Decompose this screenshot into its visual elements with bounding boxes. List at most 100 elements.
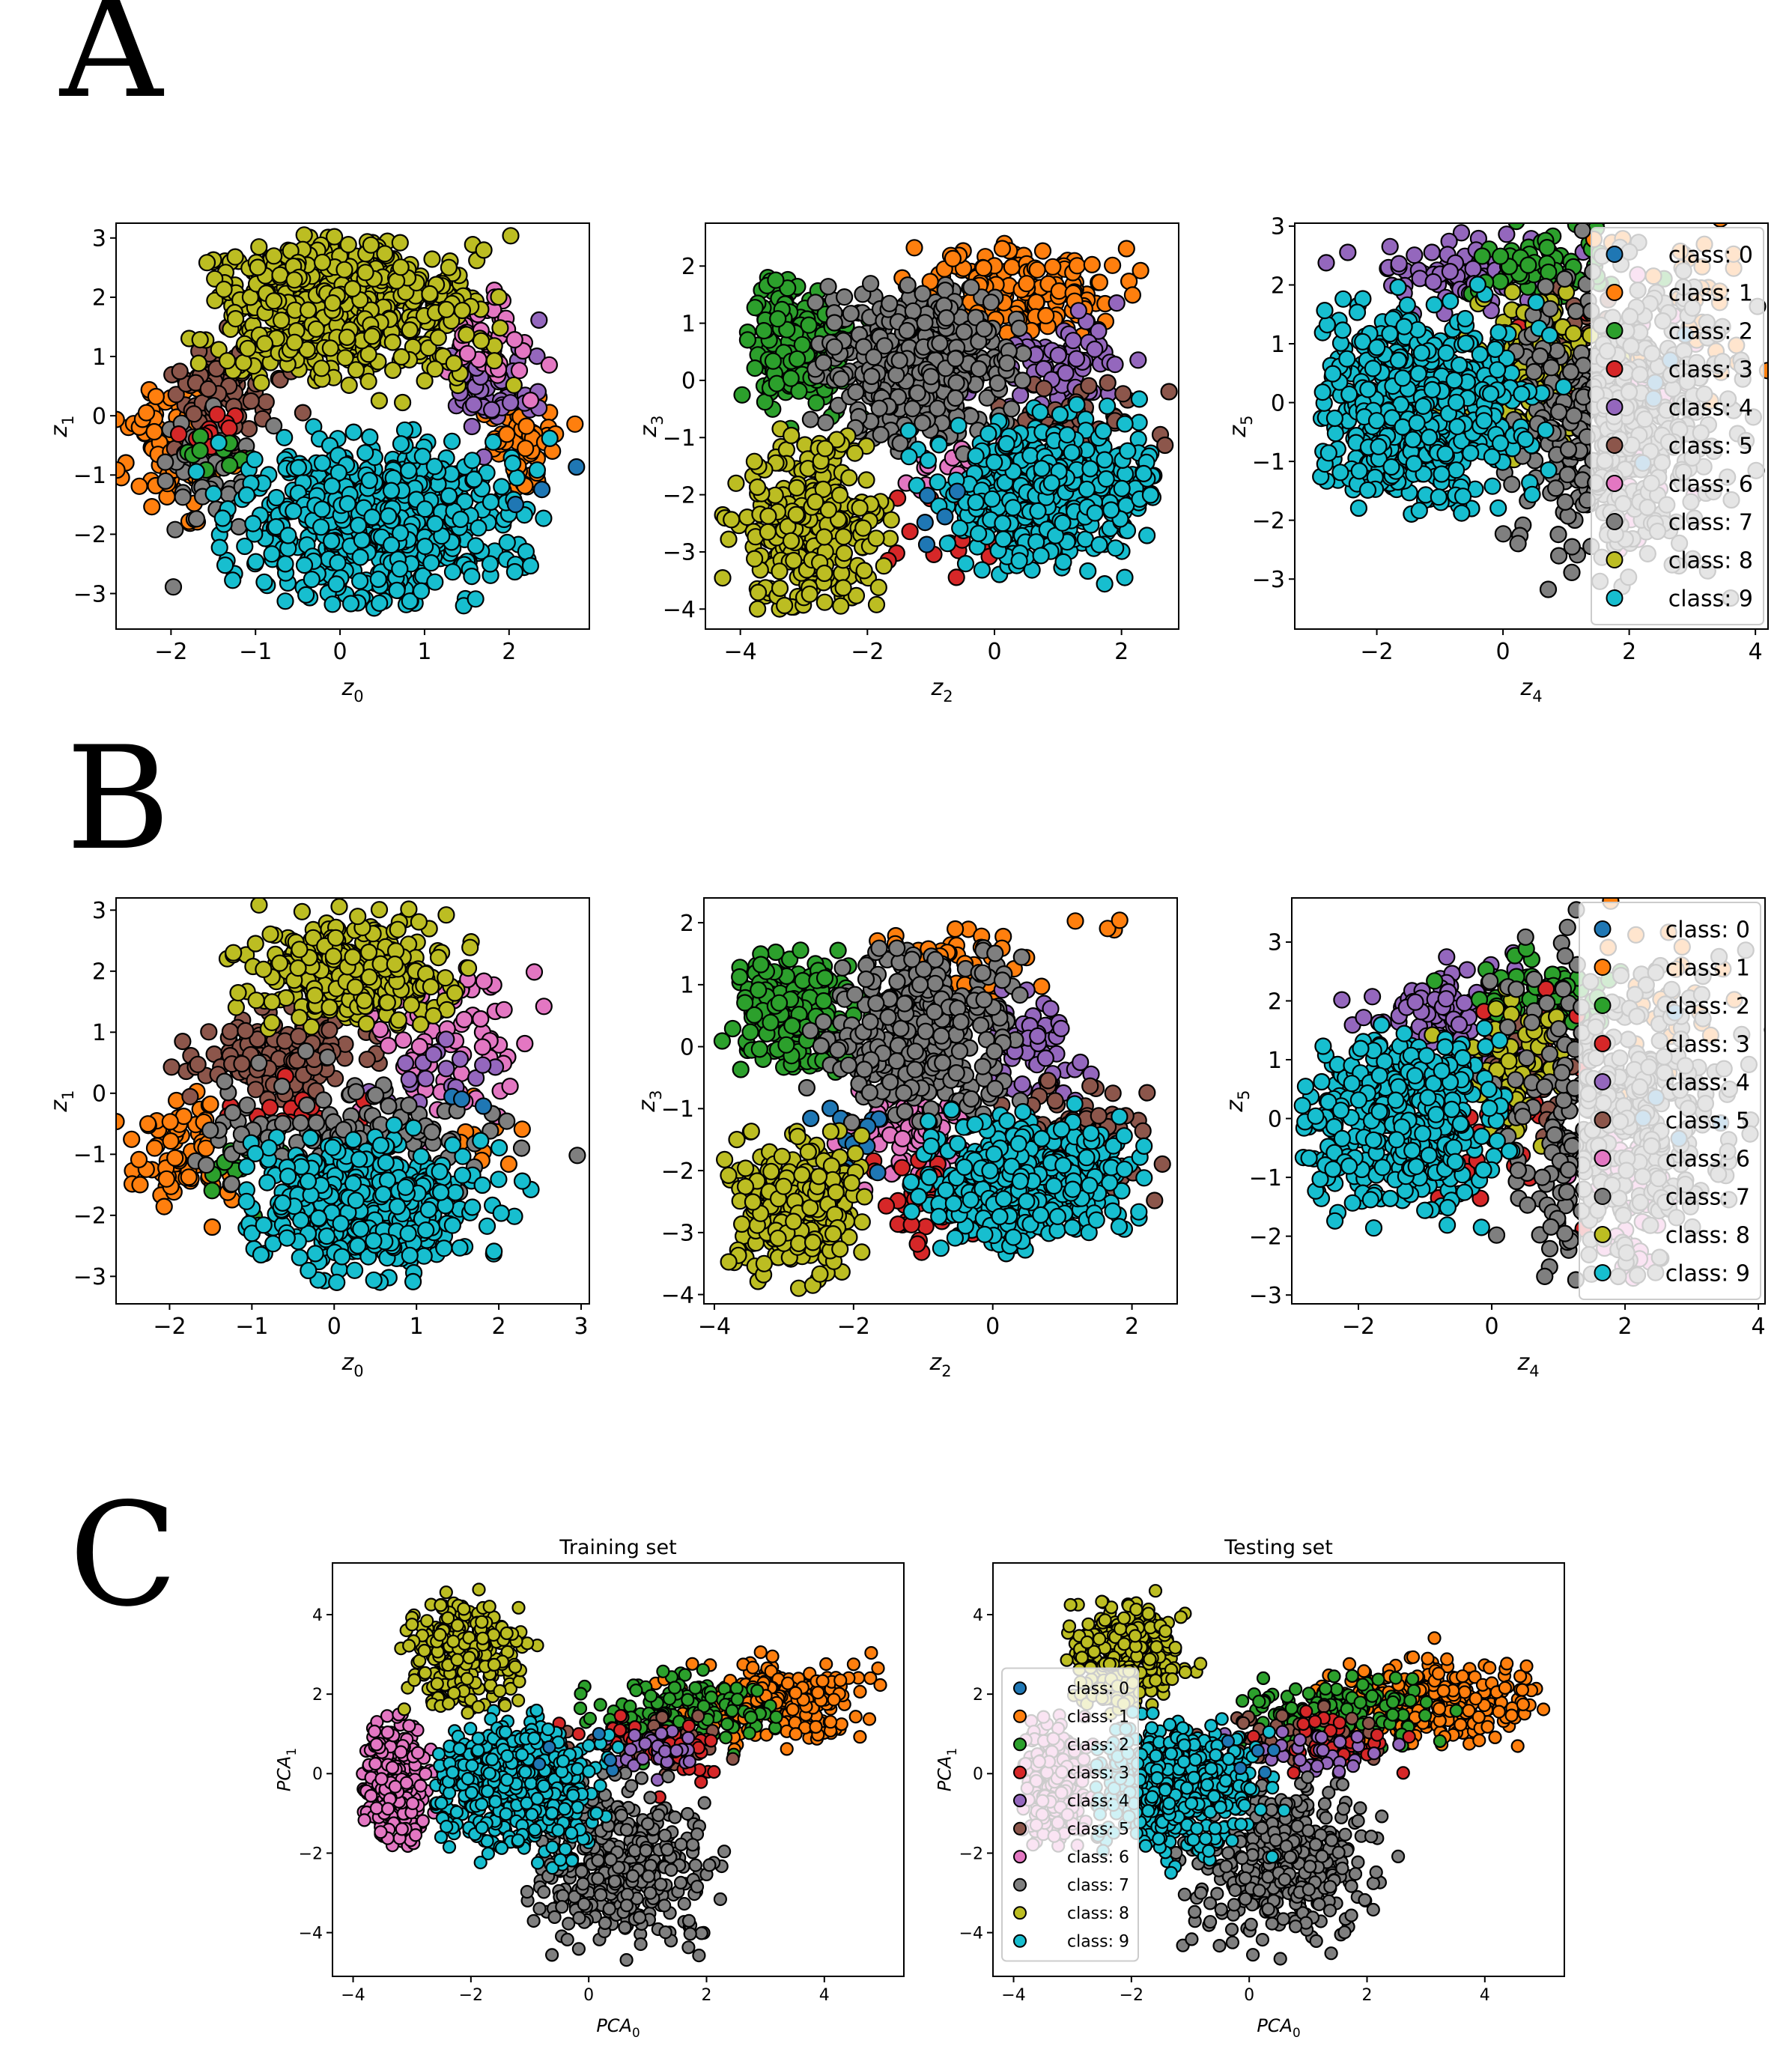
point-class-2	[1507, 223, 1525, 231]
point-class-7	[970, 360, 988, 378]
point-class-7	[1550, 547, 1568, 565]
point-class-8	[815, 564, 833, 583]
point-class-9	[267, 517, 285, 536]
point-class-9	[276, 555, 294, 573]
point-class-9	[1489, 499, 1507, 517]
point-class-9	[498, 533, 516, 552]
point-class-9	[465, 470, 483, 488]
y-tick-label: −4	[663, 597, 696, 623]
point-class-8	[869, 578, 887, 597]
point-class-9	[1516, 430, 1534, 449]
point-class-2	[800, 316, 818, 334]
point-class-1	[566, 415, 584, 433]
point-class-9	[1367, 412, 1386, 430]
point-class-8	[851, 499, 869, 517]
point-class-9	[1398, 296, 1416, 314]
point-class-7	[1539, 580, 1558, 598]
x-tick-label: −2	[851, 639, 884, 665]
point-class-9	[919, 451, 938, 470]
point-class-8	[285, 333, 303, 351]
axes-frame	[705, 222, 1179, 630]
point-class-8	[485, 352, 503, 370]
point-class-9	[517, 542, 535, 561]
point-class-8	[392, 258, 410, 276]
axes-frame	[1294, 222, 1769, 630]
point-class-9	[1338, 350, 1356, 368]
point-class-9	[1468, 276, 1486, 294]
point-class-7	[998, 354, 1016, 372]
point-class-7	[854, 338, 873, 356]
point-class-9	[938, 535, 957, 553]
point-class-8	[401, 321, 419, 339]
point-class-9	[279, 526, 297, 544]
x-tick-label: 4	[1749, 639, 1763, 665]
point-class-7	[847, 383, 865, 401]
point-class-9	[541, 429, 559, 448]
point-class-9	[484, 433, 502, 451]
point-class-9	[1097, 470, 1115, 488]
point-class-9	[1078, 480, 1096, 498]
point-class-8	[472, 332, 490, 350]
point-class-8	[714, 568, 732, 587]
point-class-7	[1013, 371, 1032, 389]
point-class-7	[1537, 278, 1555, 296]
y-tick-label: −3	[1252, 567, 1285, 593]
y-axis-label: z5	[1225, 415, 1256, 437]
point-class-9	[1318, 316, 1337, 334]
point-class-9	[1436, 445, 1454, 463]
point-class-8	[867, 595, 886, 613]
point-class-1	[993, 240, 1012, 258]
point-class-8	[854, 519, 872, 537]
point-class-9	[1102, 501, 1120, 519]
point-class-9	[1340, 385, 1358, 404]
point-class-9	[1116, 568, 1134, 586]
point-class-9	[1381, 325, 1399, 343]
point-class-8	[321, 339, 339, 357]
point-class-9	[1430, 488, 1448, 506]
point-class-8	[827, 431, 846, 449]
point-class-9	[369, 570, 387, 589]
point-class-7	[832, 370, 850, 388]
point-class-9	[1324, 365, 1342, 383]
point-class-0	[917, 535, 936, 553]
point-class-8	[227, 310, 245, 328]
point-class-7	[801, 410, 820, 428]
point-class-2	[1538, 239, 1556, 257]
y-tick-label: 1	[92, 344, 106, 371]
point-class-5	[167, 386, 185, 404]
point-class-7	[891, 434, 909, 452]
point-class-9	[1489, 324, 1507, 342]
point-class-8	[326, 228, 344, 246]
point-class-9	[1081, 460, 1099, 478]
point-class-9	[353, 531, 371, 549]
point-class-6	[458, 344, 477, 362]
point-class-9	[1051, 405, 1069, 424]
point-class-8	[490, 288, 508, 306]
point-class-2	[746, 359, 764, 377]
point-class-7	[863, 367, 881, 386]
point-class-9	[452, 510, 470, 529]
x-tick-label: −2	[1360, 639, 1393, 665]
point-class-5	[294, 404, 312, 422]
point-class-8	[338, 328, 356, 346]
point-class-9	[521, 556, 540, 575]
point-class-5	[1156, 436, 1174, 455]
point-class-7	[825, 314, 843, 332]
point-class-9	[969, 524, 988, 543]
point-class-4	[501, 394, 520, 412]
point-class-4	[530, 311, 548, 329]
point-class-8	[830, 486, 849, 504]
point-class-9	[508, 469, 526, 487]
panel-letter-b: B	[66, 716, 171, 881]
point-class-7	[166, 520, 184, 538]
point-class-9	[1408, 413, 1426, 432]
point-class-9	[1488, 361, 1507, 379]
point-class-7	[872, 425, 890, 444]
point-class-9	[929, 473, 947, 491]
point-class-0	[532, 480, 551, 499]
point-class-7	[1563, 563, 1581, 582]
point-class-9	[1420, 428, 1439, 446]
point-class-8	[882, 511, 900, 529]
point-class-9	[236, 537, 254, 556]
